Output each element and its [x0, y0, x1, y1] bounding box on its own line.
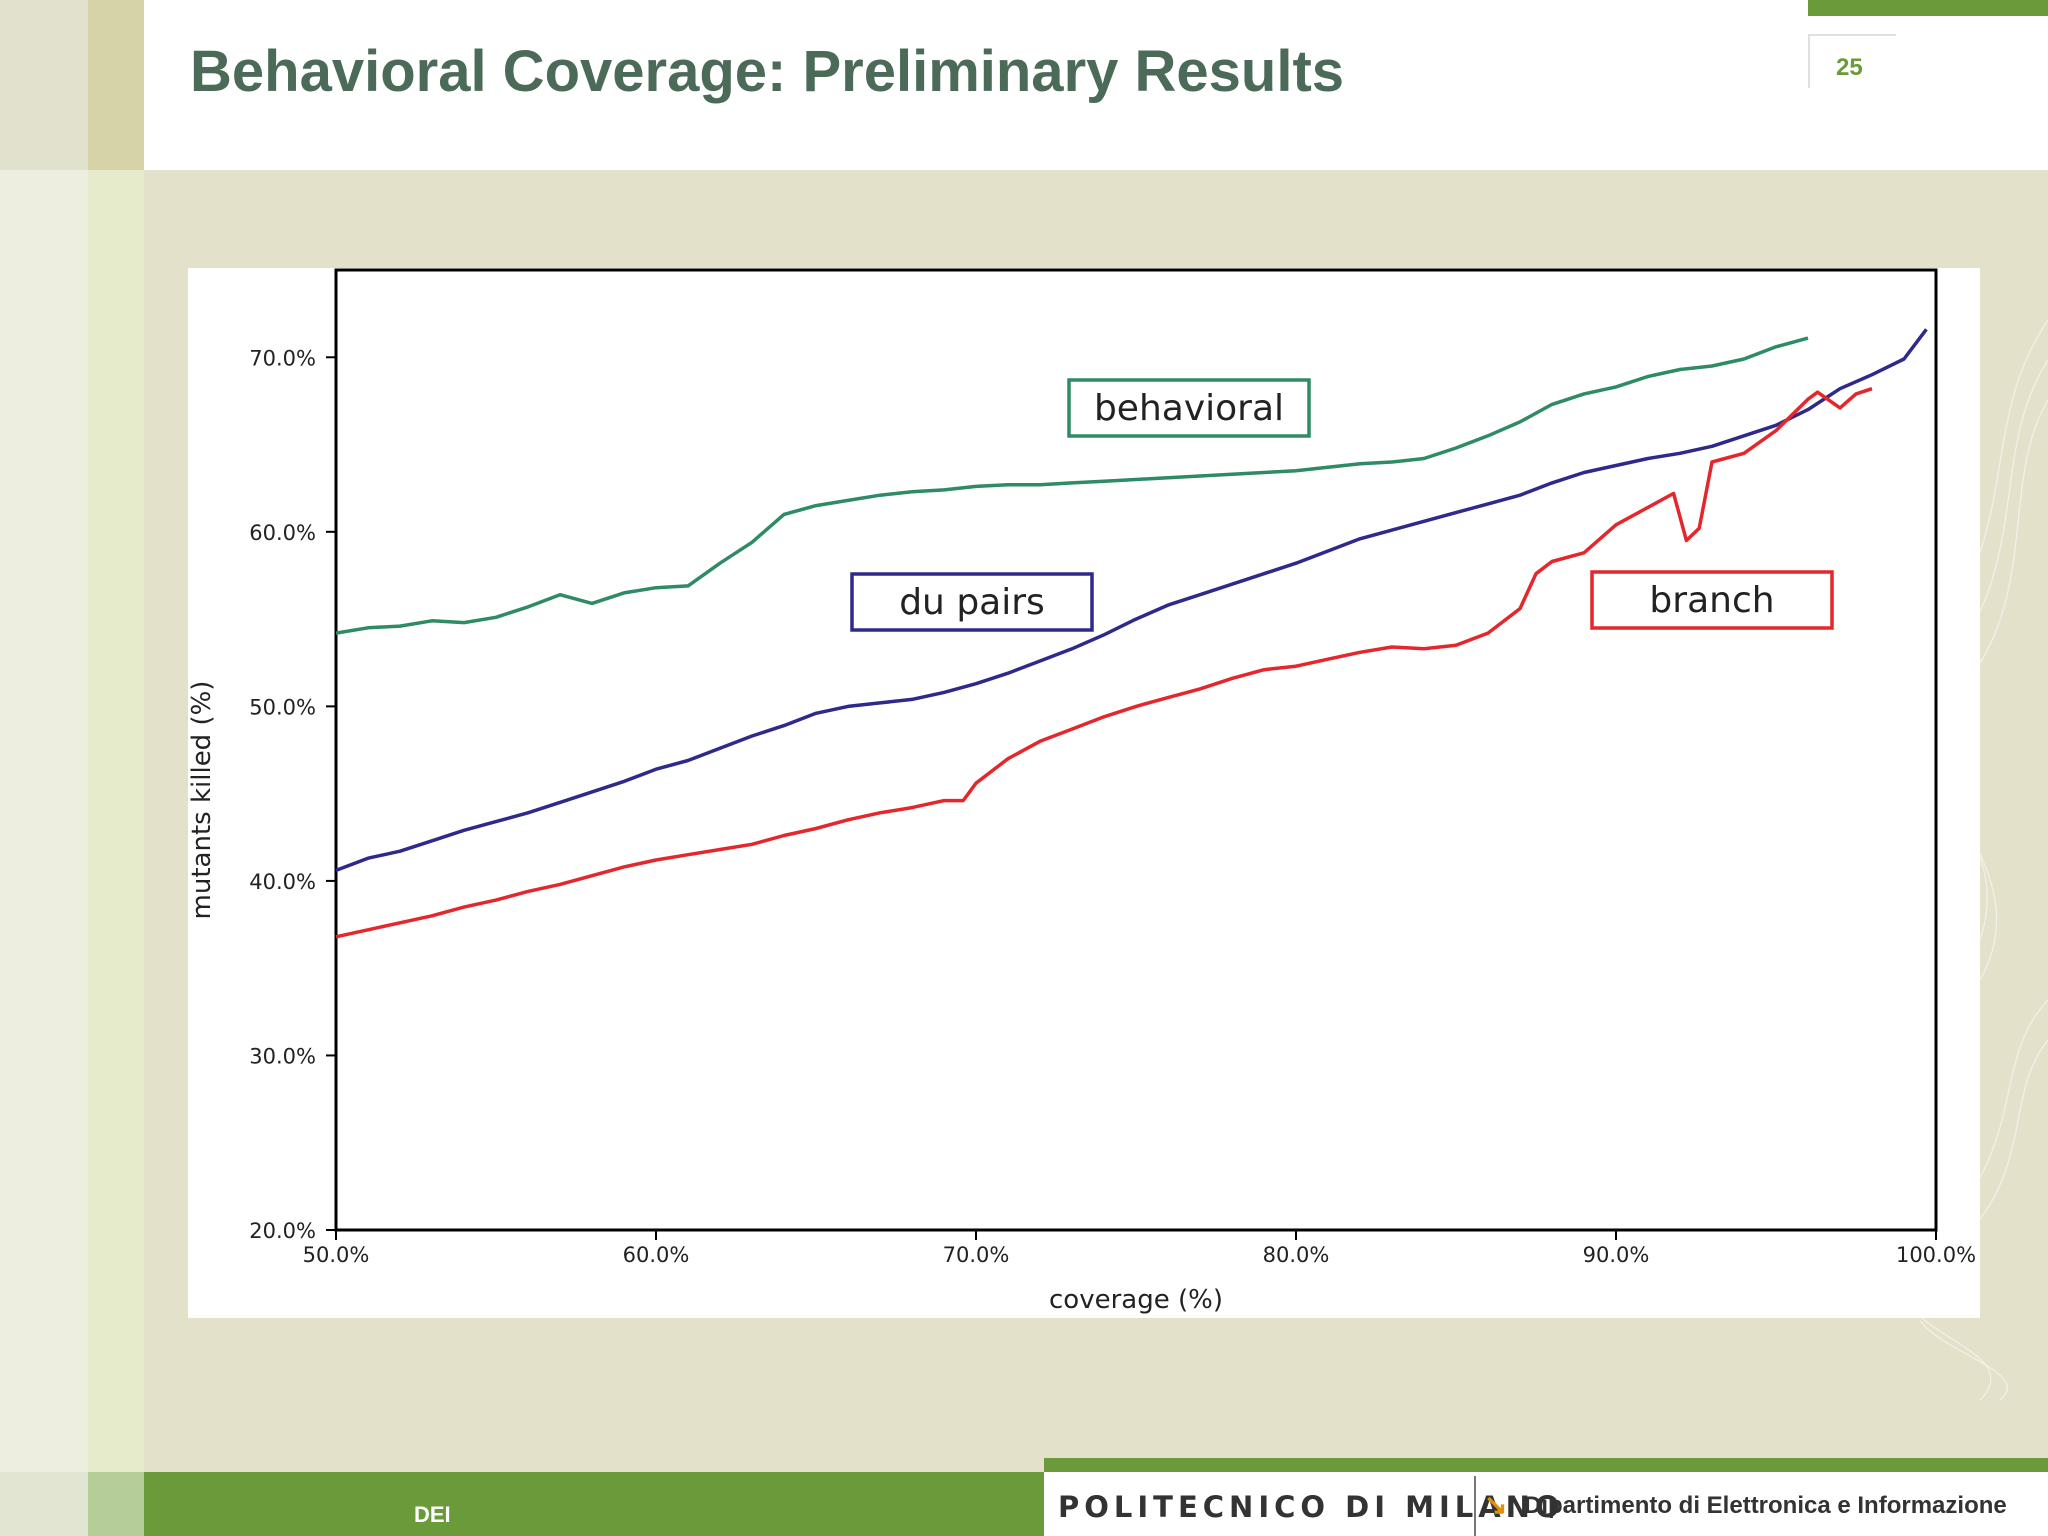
header-corner-square — [0, 0, 88, 170]
legend-box-branch — [1590, 570, 1834, 630]
y-tick-label: 50.0% — [249, 695, 316, 719]
plot-frame — [334, 268, 1938, 1232]
footer-logo-area — [1044, 1472, 2048, 1536]
footer-corner-accent — [88, 1472, 144, 1536]
arrow-down-right-icon: ↘ — [1484, 1489, 1508, 1520]
slide-title: Behavioral Coverage: Preliminary Results — [190, 39, 1345, 104]
footer-accent-bar — [1044, 1458, 2048, 1476]
legend-label-behavioral: behavioral — [1094, 388, 1284, 429]
left-column-accent — [88, 0, 144, 1472]
footer-corner — [0, 1472, 88, 1536]
footer-divider — [1474, 1476, 1476, 1536]
y-tick-label: 30.0% — [249, 1044, 316, 1068]
page-number-frame — [1808, 34, 1896, 88]
y-tick-label: 40.0% — [249, 870, 316, 894]
series-line-branch — [335, 387, 1873, 939]
x-tick-label: 80.0% — [1263, 1243, 1330, 1267]
y-axis-label: mutants killed (%) — [188, 681, 217, 920]
y-tick-label: 70.0% — [249, 346, 316, 370]
x-tick-label: 50.0% — [303, 1243, 370, 1267]
series-line-du-pairs — [335, 328, 1928, 873]
legend-label-du-pairs: du pairs — [899, 582, 1045, 623]
institution-logo-text: POLITECNICO DI MILANO — [1058, 1490, 1565, 1524]
top-accent-bar — [1808, 0, 2048, 16]
x-tick-label: 70.0% — [943, 1243, 1010, 1267]
left-column-decoration — [0, 0, 88, 1472]
x-tick-label: 90.0% — [1583, 1243, 1650, 1267]
legend-box-behavioral — [1067, 378, 1311, 438]
page-number: 25 — [1836, 54, 1863, 81]
line-chart: 50.0% 60.0% 70.0% 80.0% 90.0% 100.0% 20.0% 30.0… — [188, 268, 1976, 1315]
legend-label-branch: branch — [1649, 580, 1774, 621]
legend-box-du-pairs — [850, 572, 1094, 632]
series-line-behavioral — [335, 336, 1809, 635]
x-tick-label: 100.0% — [1896, 1243, 1976, 1267]
footer-label: DEI — [414, 1502, 451, 1527]
chart-panel: 50.0% 60.0% 70.0% 80.0% 90.0% 100.0% 20.0% 30.0… — [188, 268, 1980, 1318]
department-name: Dipartimento di Elettronica e Informazio… — [1524, 1492, 2007, 1519]
y-tick-label: 20.0% — [249, 1219, 316, 1243]
y-tick-label: 60.0% — [249, 521, 316, 545]
header-corner-accent — [88, 0, 144, 170]
slide-header — [144, 0, 2048, 170]
x-tick-label: 60.0% — [623, 1243, 690, 1267]
x-axis-label: coverage (%) — [1049, 1285, 1223, 1315]
